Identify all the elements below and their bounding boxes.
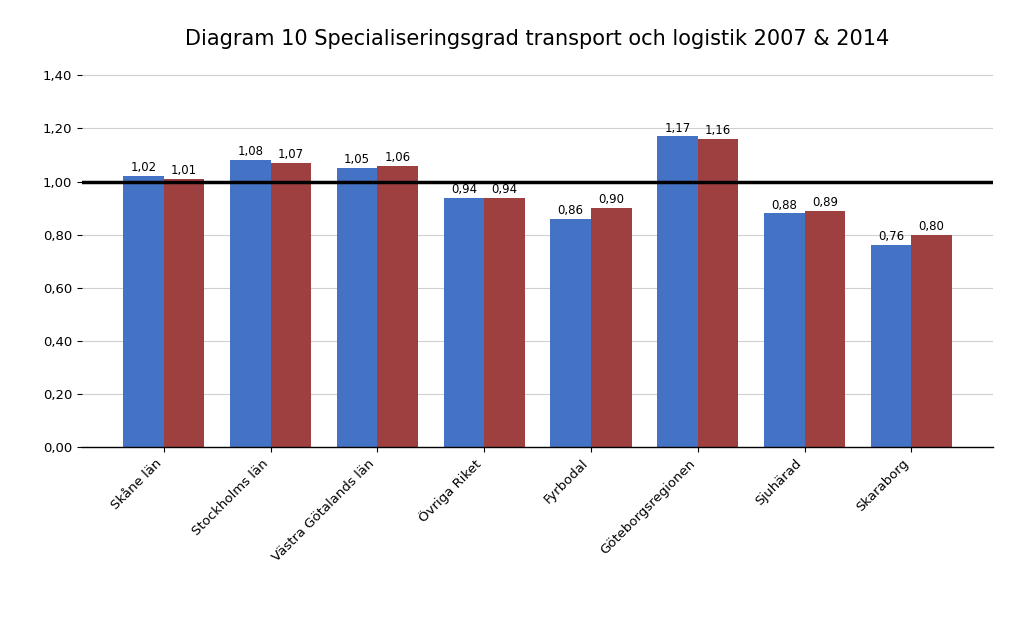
- Text: 0,88: 0,88: [771, 199, 797, 212]
- Bar: [270, 163, 311, 447]
- Text: 1,17: 1,17: [665, 122, 690, 135]
- Text: 0,86: 0,86: [558, 204, 584, 217]
- Bar: [443, 197, 484, 447]
- Bar: [230, 160, 270, 447]
- Bar: [764, 214, 805, 447]
- Bar: [123, 176, 164, 447]
- Text: 0,94: 0,94: [492, 183, 517, 196]
- Bar: [805, 211, 845, 447]
- Text: 1,16: 1,16: [705, 124, 731, 137]
- Text: 1,02: 1,02: [131, 161, 157, 175]
- Text: 0,94: 0,94: [451, 183, 477, 196]
- Bar: [591, 208, 632, 447]
- Text: 1,06: 1,06: [385, 151, 411, 164]
- Bar: [870, 245, 911, 447]
- Bar: [378, 166, 418, 447]
- Bar: [337, 168, 378, 447]
- Bar: [911, 235, 952, 447]
- Text: 1,08: 1,08: [238, 145, 263, 158]
- Text: 0,90: 0,90: [598, 193, 625, 206]
- Text: 1,07: 1,07: [278, 148, 304, 161]
- Bar: [697, 139, 738, 447]
- Text: 0,76: 0,76: [878, 230, 904, 243]
- Bar: [551, 219, 591, 447]
- Text: 0,89: 0,89: [812, 196, 838, 209]
- Bar: [164, 179, 205, 447]
- Text: 1,05: 1,05: [344, 153, 370, 166]
- Bar: [484, 197, 524, 447]
- Text: 0,80: 0,80: [919, 220, 944, 233]
- Text: 1,01: 1,01: [171, 164, 198, 177]
- Title: Diagram 10 Specialiseringsgrad transport och logistik 2007 & 2014: Diagram 10 Specialiseringsgrad transport…: [185, 29, 890, 50]
- Bar: [657, 137, 697, 447]
